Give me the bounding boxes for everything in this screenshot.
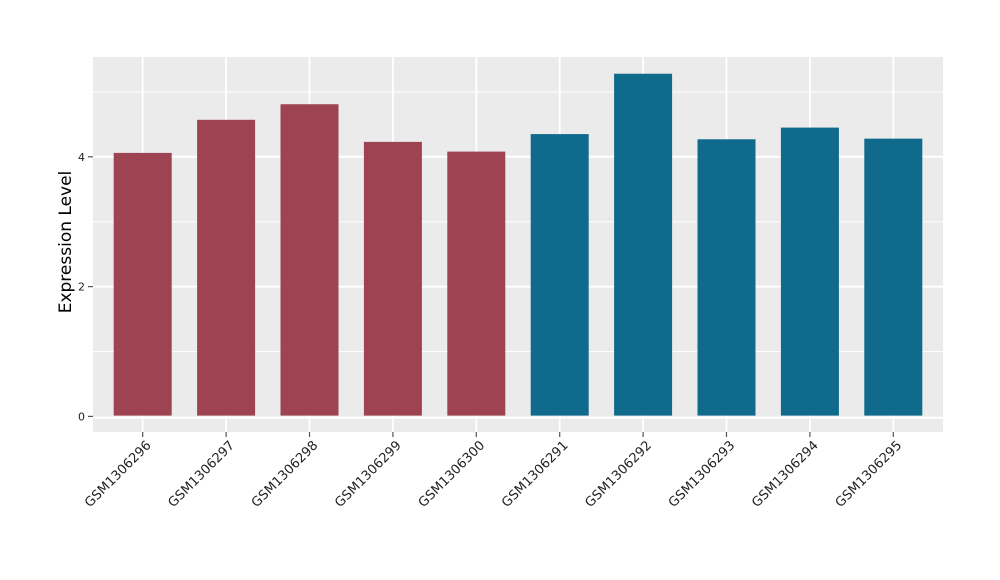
x-tick-marks [142,432,894,437]
bars [113,73,923,416]
y-tick-label: 2 [78,281,85,294]
y-tick-marks [88,156,93,417]
bar-GSM1306291 [530,134,589,416]
x-tick-label-GSM1306298: GSM1306298 [249,438,321,510]
bar-GSM1306297 [197,119,256,416]
bar-GSM1306296 [113,152,172,416]
x-tick-labels: GSM1306296 GSM1306297 GSM1306298 GSM1306299… [82,438,905,510]
bar-GSM1306293 [697,139,756,416]
y-tick-labels: 0 2 4 [78,151,85,424]
bar-GSM1306292 [614,73,673,416]
x-tick-label-GSM1306299: GSM1306299 [332,438,404,510]
bar-GSM1306300 [447,151,506,416]
x-tick-label-GSM1306293: GSM1306293 [666,438,738,510]
x-tick-label-GSM1306294: GSM1306294 [749,438,821,510]
x-tick-label-GSM1306296: GSM1306296 [82,438,154,510]
bar-GSM1306299 [363,141,422,416]
x-tick-label-GSM1306297: GSM1306297 [165,438,237,510]
bar-GSM1306298 [280,104,339,416]
x-tick-label-GSM1306292: GSM1306292 [582,438,654,510]
x-tick-label-GSM1306291: GSM1306291 [499,438,571,510]
y-tick-label: 4 [78,151,85,164]
x-tick-label-GSM1306295: GSM1306295 [833,438,905,510]
y-axis-title: Expression Level [56,170,76,314]
x-tick-label-GSM1306300: GSM1306300 [416,438,488,510]
bar-GSM1306294 [780,127,839,416]
y-tick-label: 0 [78,410,85,423]
bar-GSM1306295 [864,138,923,416]
